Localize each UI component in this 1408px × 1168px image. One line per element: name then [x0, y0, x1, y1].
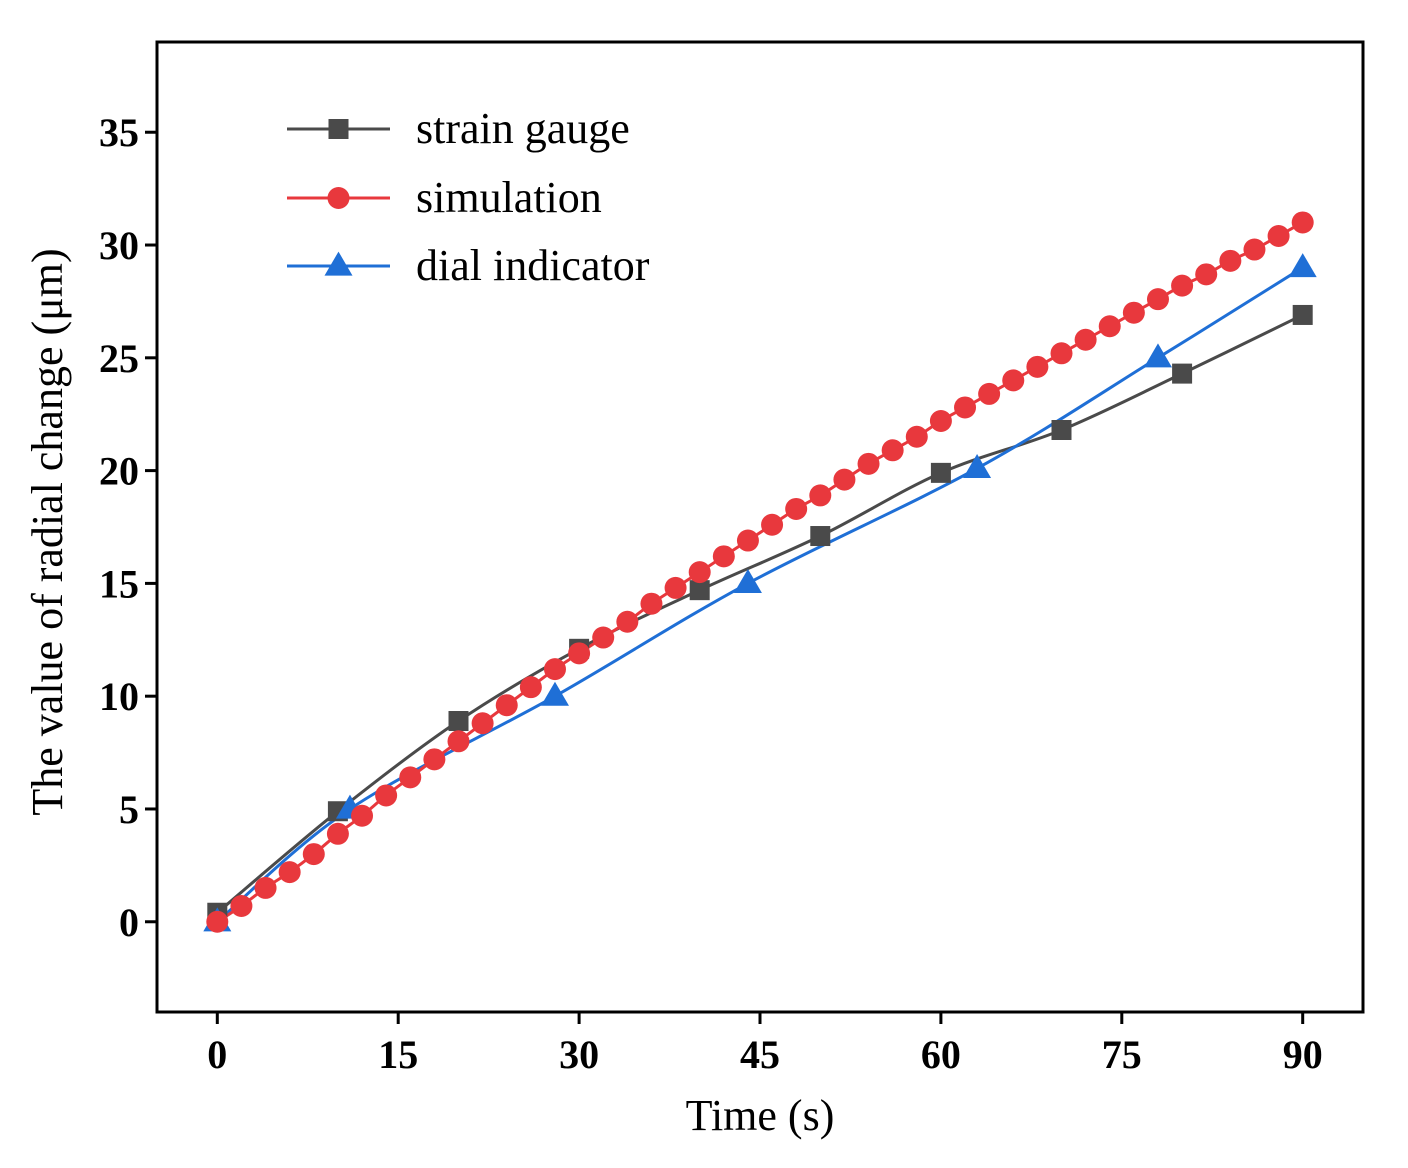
strain-gauge-point	[448, 711, 469, 731]
strain-gauge-point	[689, 580, 710, 601]
simulation-point	[495, 694, 518, 717]
simulation-point	[1050, 342, 1073, 365]
legend-item-strain-gauge: strain gauge	[287, 104, 630, 153]
simulation-point	[326, 822, 349, 845]
simulation-point	[230, 894, 253, 917]
simulation-point	[712, 545, 735, 568]
simulation-point	[1098, 315, 1121, 338]
simulation-point	[809, 484, 832, 507]
series-markers	[203, 211, 1317, 933]
simulation-point	[881, 439, 904, 462]
legend-label: simulation	[416, 173, 602, 222]
strain-gauge-line	[216, 313, 1304, 914]
simulation-point	[1291, 211, 1314, 234]
simulation-point	[688, 561, 711, 584]
x-tick-label: 30	[559, 1032, 599, 1077]
simulation-point	[905, 425, 928, 448]
dial-indicator-point	[733, 568, 762, 593]
simulation-point	[1195, 263, 1218, 286]
legend-item-simulation: simulation	[287, 173, 602, 222]
simulation-point	[1219, 249, 1242, 272]
simulation-point	[761, 513, 784, 536]
simulation-point	[1074, 328, 1097, 351]
simulation-point	[929, 409, 952, 432]
simulation-point	[519, 676, 542, 699]
simulation-point	[399, 766, 422, 789]
y-tick-label: 10	[99, 674, 139, 719]
x-tick-label: 15	[378, 1032, 418, 1077]
dial-indicator-point	[540, 681, 569, 706]
y-tick-label: 25	[99, 336, 139, 381]
simulation-line	[216, 221, 1304, 924]
simulation-point	[254, 876, 277, 899]
simulation-point	[785, 497, 808, 520]
simulation-point	[206, 910, 229, 933]
dial-indicator-line	[216, 266, 1304, 923]
legend-label: dial indicator	[416, 241, 650, 290]
legend: strain gauge simulation dial indicator	[287, 104, 650, 290]
strain-gauge-point	[1051, 420, 1072, 440]
dial-indicator-point	[1143, 343, 1172, 368]
y-tick-label: 30	[99, 223, 139, 268]
strain-gauge-point	[1172, 363, 1193, 384]
legend-swatch-marker	[324, 251, 353, 276]
simulation-point	[1171, 274, 1194, 297]
legend-item-dial-indicator: dial indicator	[287, 241, 650, 290]
strain-gauge-point	[930, 462, 951, 483]
y-tick-label: 5	[119, 787, 139, 832]
x-tick-label: 75	[1102, 1032, 1142, 1077]
simulation-point	[857, 452, 880, 475]
y-axis: 0 5 10 15 20 25 30 35	[99, 110, 157, 945]
x-axis: 0 15 30 45 60 75 90	[207, 1012, 1323, 1077]
simulation-point	[543, 658, 566, 681]
simulation-point	[954, 396, 977, 419]
simulation-point	[1243, 238, 1266, 261]
y-tick-label: 15	[99, 561, 139, 606]
legend-swatch-marker	[328, 119, 349, 139]
dial-indicator-point	[963, 453, 992, 478]
y-axis-title: The value of radial change (μm)	[23, 248, 72, 815]
simulation-point	[592, 626, 615, 649]
x-tick-label: 45	[740, 1032, 780, 1077]
simulation-point	[423, 748, 446, 771]
simulation-point	[1146, 288, 1169, 311]
simulation-point	[1267, 225, 1290, 247]
strain-gauge-point	[810, 526, 831, 547]
y-tick-label: 20	[99, 449, 139, 494]
dial-indicator-point	[1288, 253, 1317, 278]
simulation-point	[640, 592, 663, 615]
simulation-point	[1002, 369, 1025, 392]
simulation-point	[351, 804, 374, 827]
y-tick-label: 35	[99, 110, 139, 155]
simulation-point	[664, 576, 687, 599]
legend-swatch-marker	[327, 187, 350, 209]
simulation-point	[471, 712, 494, 735]
y-tick-label: 0	[119, 900, 139, 945]
simulation-point	[1122, 301, 1145, 324]
x-tick-label: 90	[1283, 1032, 1323, 1077]
series-lines	[216, 221, 1304, 924]
legend-label: strain gauge	[416, 104, 630, 153]
simulation-point	[1026, 355, 1049, 378]
x-axis-title: Time (s)	[686, 1091, 835, 1140]
strain-gauge-point	[1292, 304, 1313, 325]
simulation-point	[375, 784, 398, 807]
simulation-point	[568, 642, 591, 665]
simulation-point	[302, 843, 325, 866]
x-tick-label: 60	[921, 1032, 961, 1077]
simulation-point	[447, 730, 470, 753]
simulation-point	[833, 468, 856, 491]
simulation-point	[978, 382, 1001, 405]
simulation-point	[278, 861, 301, 884]
simulation-point	[616, 610, 639, 633]
simulation-point	[736, 529, 759, 552]
x-tick-label: 0	[207, 1032, 227, 1077]
